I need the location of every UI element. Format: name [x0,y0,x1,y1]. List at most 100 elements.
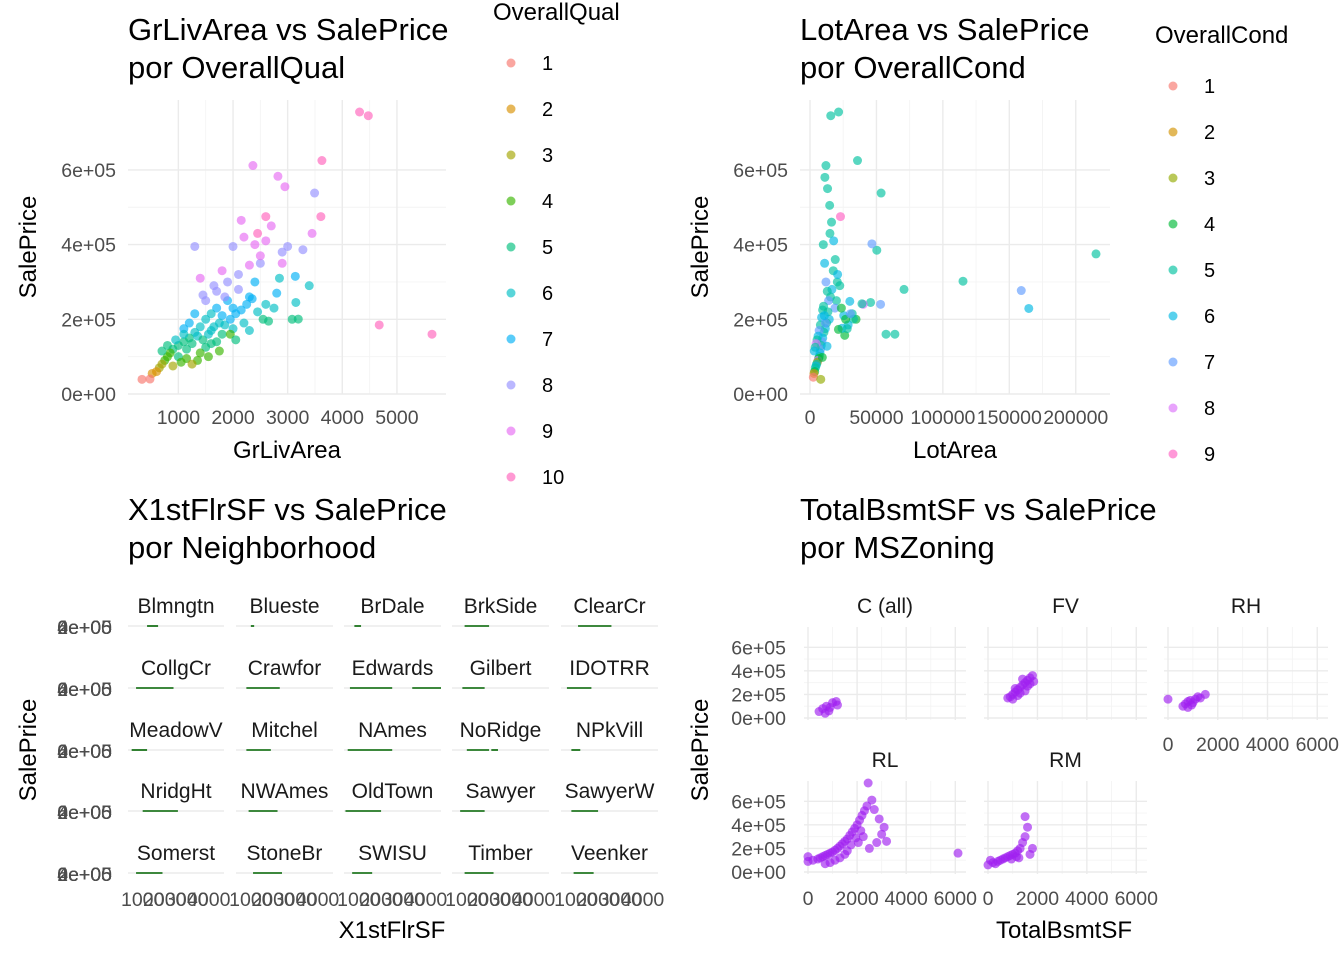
chart-title-line: LotArea vs SalePrice [800,12,1089,47]
facet-strip-label: SWISU [358,842,427,865]
data-point [867,239,877,249]
x-tick-label: 3000 [274,889,318,911]
y-tick-label: 2e+05 [57,617,112,639]
data-point [273,171,283,181]
data-point [293,314,303,324]
x-tick-label: 3000 [165,889,209,911]
x-tick-label: 6000 [1115,888,1159,910]
data-point [198,290,208,300]
data-point [853,838,863,848]
x-tick-label: 100000 [910,407,975,429]
facet-strip-label: SawyerW [565,780,655,803]
data-point [317,156,327,166]
facet-strip-label: MeadowV [129,719,222,742]
data-point [217,329,227,339]
data-point [1027,843,1037,853]
x-tick-label: 0 [1163,734,1174,756]
data-point [217,266,227,276]
chart-title-line: X1stFlrSF vs SalePrice [128,492,447,527]
facet-strip-label: C (all) [857,595,913,618]
facet-strip-label: Blmngtn [137,595,214,618]
legend-key [1168,219,1178,229]
data-point [858,832,868,842]
data-point [239,232,249,242]
y-tick-label: 0e+00 [57,679,112,701]
legend-label: 8 [1204,398,1215,420]
legend-label: 5 [1204,260,1215,282]
legend-label: 9 [1204,444,1215,466]
data-point [866,297,876,307]
data-point [879,822,889,832]
data-point [819,301,829,311]
legend-label: 1 [542,53,553,75]
chart-title-line: por MSZoning [800,530,995,565]
data-point [316,212,326,222]
x-tick-label: 2000 [835,888,879,910]
data-point [274,273,284,283]
y-tick-label: 0e+00 [57,617,112,639]
facet-strip-label: FV [1052,595,1079,618]
x-tick-label: 2000 [1016,888,1060,910]
data-point [834,107,844,117]
x-tick-label: 2000 [359,889,403,911]
data-point [869,805,879,815]
facet-strip-label: RL [872,749,899,772]
facet-strip-label: NPkVill [576,719,643,742]
legend-key [1168,357,1178,367]
y-tick-label: 2e+05 [61,309,116,331]
data-point [820,258,830,268]
facet-strip-label: NoRidge [460,719,542,742]
legend-key [506,150,516,160]
x-tick-label: 50000 [849,407,903,429]
x-axis-title: TotalBsmtSF [996,917,1132,944]
facet-strip-label: OldTown [352,780,434,803]
data-point [816,374,826,384]
data-point [820,859,830,869]
facet-strip-label: CollgCr [141,657,211,680]
data-point [822,341,832,351]
data-point [182,354,192,364]
legend-key [1168,127,1178,137]
data-point [846,840,856,850]
data-point [1011,852,1021,862]
data-point [876,188,886,198]
x-tick-label: 4000 [885,888,929,910]
x-tick-label: 1000 [445,889,489,911]
y-tick-label: 4e+05 [57,679,112,701]
facet-strip-label: Edwards [352,657,434,680]
data-point [217,311,227,321]
legend-key [506,288,516,298]
x-tick-label: 5000 [375,407,419,429]
data-point [825,702,835,712]
legend-label: 2 [542,99,553,121]
data-point [862,801,872,811]
data-point [307,228,317,238]
y-tick-label: 2e+05 [57,864,112,886]
data-point [985,855,995,865]
data-point [817,352,827,362]
data-point [823,184,833,194]
y-axis-title: SalePrice [687,699,714,802]
data-point [220,292,230,302]
facet-strip-label: NAmes [358,719,427,742]
legend-label: 9 [542,421,553,443]
y-tick-label: 2e+05 [57,741,112,763]
data-point [836,303,846,313]
data-point [304,281,314,291]
data-point [261,299,271,309]
x-tick-label: 3000 [266,407,310,429]
x-tick-label: 4000 [621,889,665,911]
x-tick-label: 3000 [599,889,643,911]
facet-strip-label: Mitchel [251,719,318,742]
x-tick-label: 6000 [1296,734,1340,756]
x-tick-label: 1000 [157,407,201,429]
data-point [187,339,197,349]
legend-key [506,104,516,114]
data-point [845,296,855,306]
data-point [355,107,365,117]
data-point [184,318,194,328]
data-point [244,326,254,336]
x-tick-label: 1000 [229,889,273,911]
data-point [1008,694,1018,704]
